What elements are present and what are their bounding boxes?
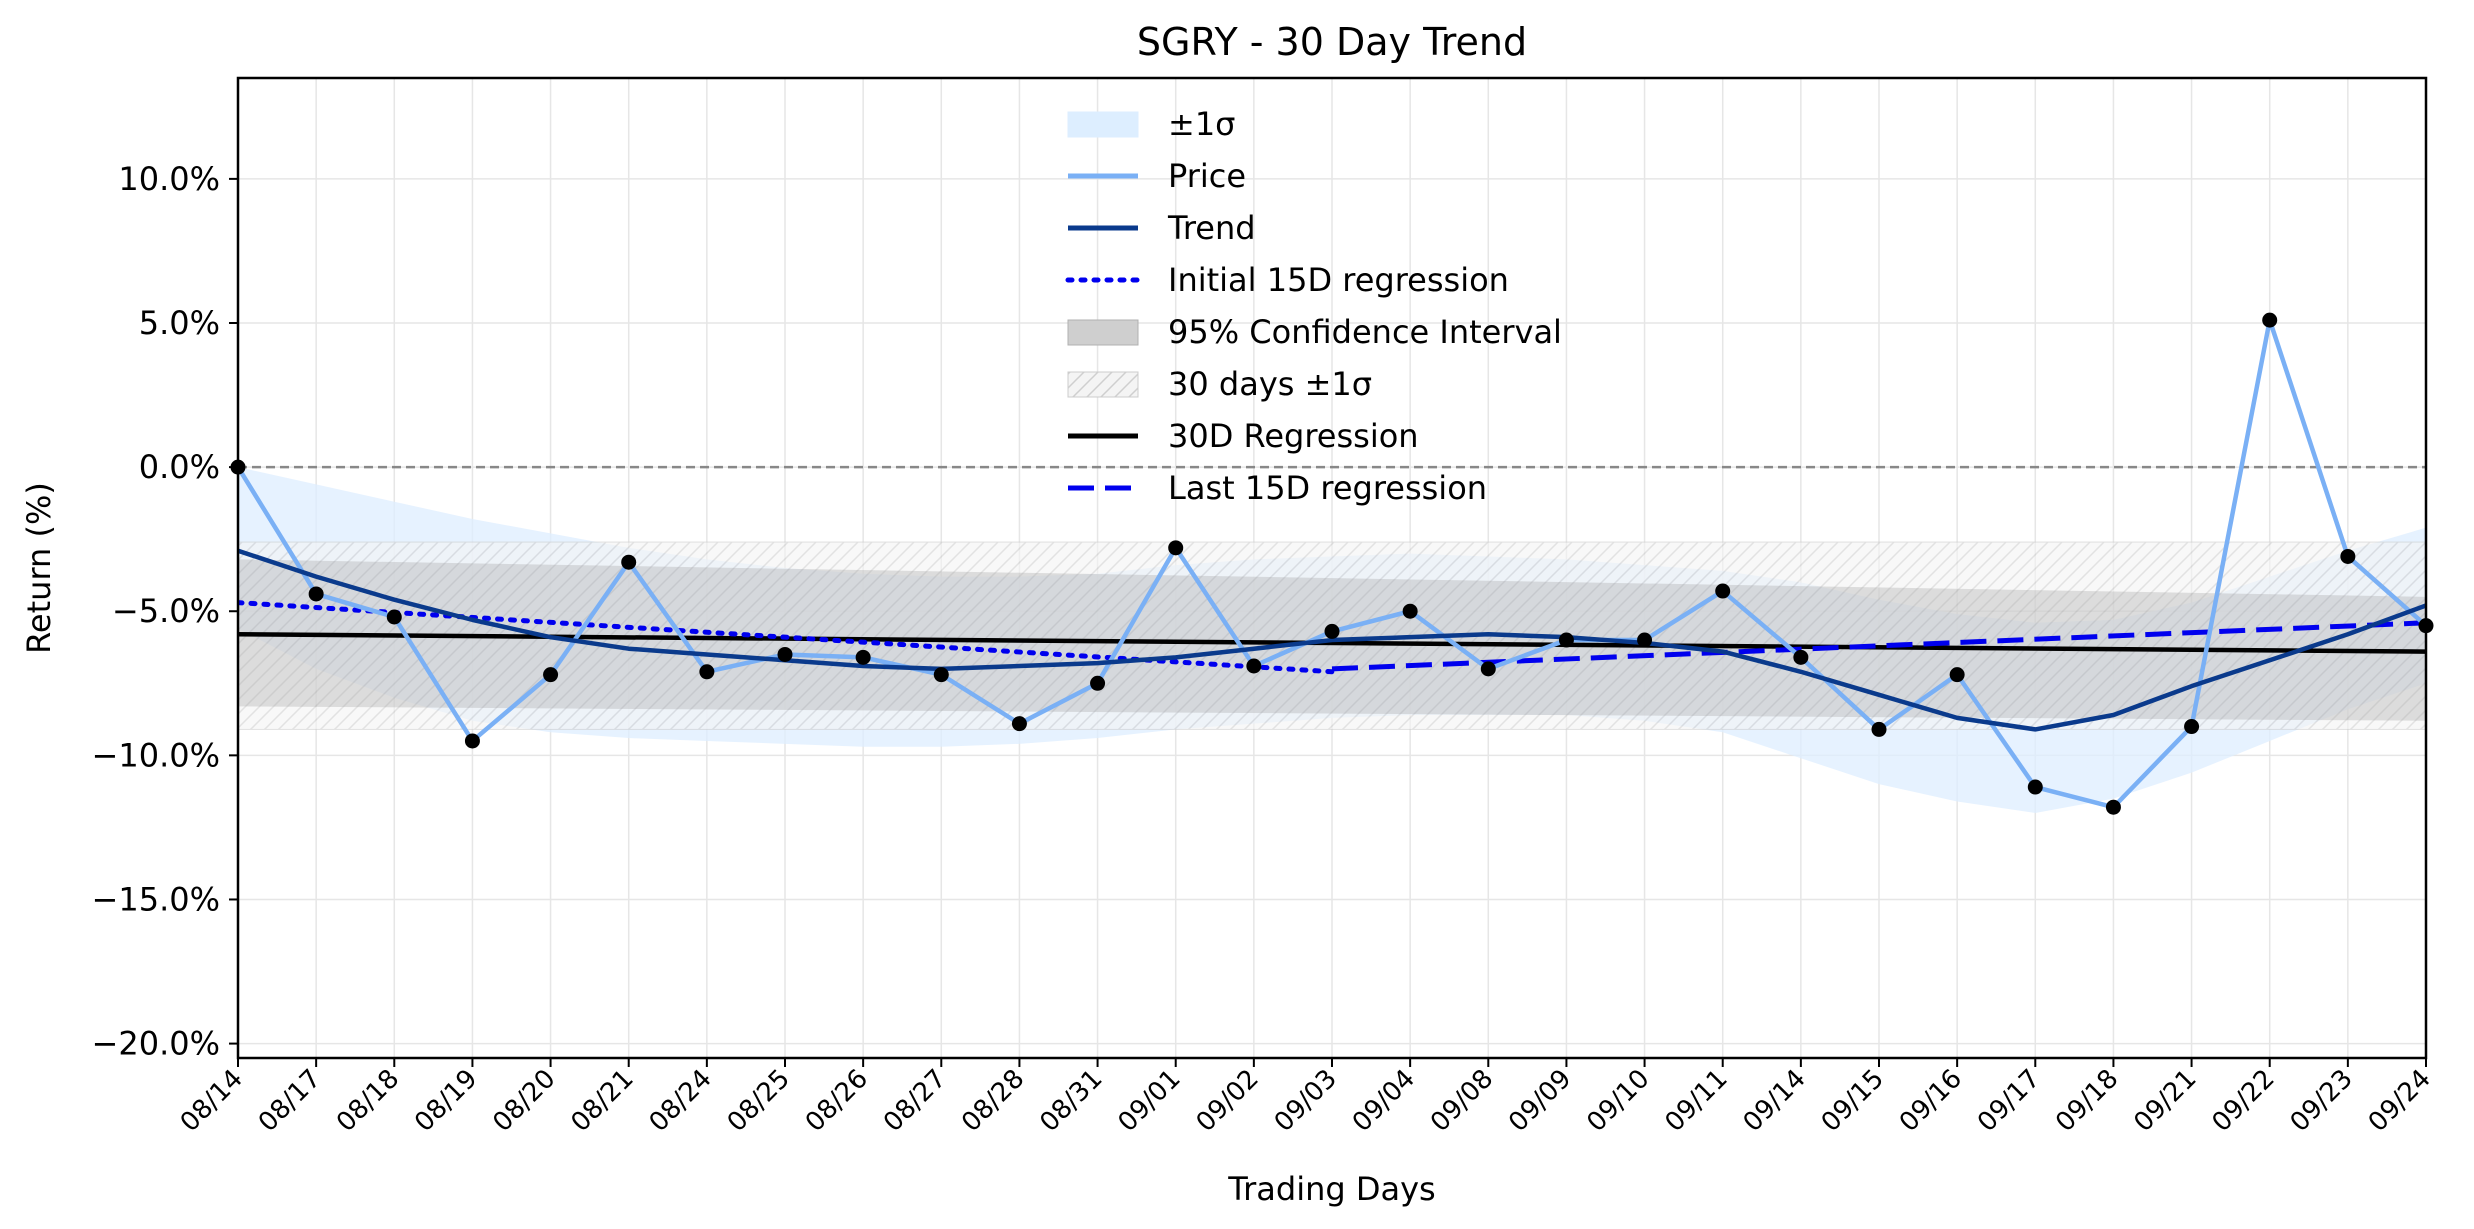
price-point — [1558, 632, 1574, 648]
x-tick-label: 09/22 — [2206, 1064, 2280, 1138]
x-tick-label: 09/08 — [1425, 1064, 1499, 1138]
price-point — [2027, 779, 2043, 795]
x-tick-label: 09/14 — [1738, 1064, 1812, 1138]
last-15d-regression-line — [1331, 620, 2426, 672]
x-tick-label: 08/26 — [800, 1064, 874, 1138]
legend-label: Trend — [1167, 209, 1256, 247]
price-point — [464, 733, 480, 749]
price-point — [386, 609, 402, 625]
x-tick-label: 09/23 — [2285, 1064, 2359, 1138]
x-tick-label: 08/27 — [878, 1064, 952, 1138]
x-tick-label: 09/11 — [1659, 1064, 1733, 1138]
x-axis-title: Trading Days — [1227, 1170, 1435, 1208]
x-tick-label: 08/18 — [331, 1064, 405, 1138]
price-point — [2340, 548, 2356, 564]
y-tick-label: 10.0% — [118, 160, 220, 198]
price-point — [1011, 716, 1027, 732]
price-point — [855, 649, 871, 665]
price-point — [2262, 312, 2278, 328]
price-point — [1637, 632, 1653, 648]
thirty-day-regression-line — [238, 632, 2426, 654]
legend-label: 30D Regression — [1168, 417, 1419, 455]
legend-label: Price — [1168, 157, 1246, 195]
legend-label: Last 15D regression — [1168, 469, 1487, 507]
price-point — [1324, 623, 1340, 639]
x-tick-label: 09/03 — [1269, 1064, 1343, 1138]
x-tick-label: 09/24 — [2363, 1064, 2437, 1138]
price-point — [1402, 603, 1418, 619]
price-point — [543, 667, 559, 683]
x-tick-label: 08/19 — [409, 1064, 483, 1138]
x-tick-label: 08/28 — [956, 1064, 1030, 1138]
x-tick-label: 08/31 — [1034, 1064, 1108, 1138]
x-tick-label: 08/20 — [487, 1064, 561, 1138]
y-axis-title: Return (%) — [20, 482, 58, 654]
x-tick-label: 08/24 — [644, 1064, 718, 1138]
price-point — [621, 554, 637, 570]
price-point — [308, 586, 324, 602]
x-tick-label: 09/15 — [1816, 1064, 1890, 1138]
x-tick-label: 09/01 — [1112, 1064, 1186, 1138]
legend-label: 95% Confidence Interval — [1168, 313, 1562, 351]
x-tick-label: 09/10 — [1581, 1064, 1655, 1138]
y-tick-label: −10.0% — [92, 736, 220, 774]
price-point — [1168, 540, 1184, 556]
y-tick-label: −15.0% — [92, 880, 220, 918]
legend-swatch — [1067, 319, 1139, 346]
series-lines — [238, 317, 2426, 810]
x-tick-label: 09/18 — [2050, 1064, 2124, 1138]
x-tick-label: 08/21 — [565, 1064, 639, 1138]
legend-swatch — [1067, 111, 1139, 138]
legend-label: 30 days ±1σ — [1168, 365, 1372, 403]
price-point — [1480, 661, 1496, 677]
x-tick-label: 09/16 — [1894, 1064, 1968, 1138]
y-tick-label: −5.0% — [112, 592, 220, 630]
price-point — [933, 667, 949, 683]
price-point — [1246, 658, 1262, 674]
price-point — [1090, 675, 1106, 691]
price-point — [699, 664, 715, 680]
x-tick-label: 09/09 — [1503, 1064, 1577, 1138]
x-tick-label: 09/21 — [2128, 1064, 2202, 1138]
legend: ±1σ Price Trend Initial 15D regression 95% C… — [1065, 105, 1562, 507]
price-point — [2105, 799, 2121, 815]
price-point — [1871, 721, 1887, 737]
x-tick-label: 08/17 — [253, 1064, 327, 1138]
legend-label: ±1σ — [1168, 105, 1235, 143]
x-tick-label: 09/04 — [1347, 1064, 1421, 1138]
y-tick-label: 5.0% — [139, 304, 220, 342]
price-point — [1949, 667, 1965, 683]
y-tick-label: 0.0% — [139, 448, 220, 486]
trend-line — [238, 548, 2426, 732]
x-tick-label: 08/25 — [722, 1064, 796, 1138]
price-point — [777, 646, 793, 662]
legend-swatch — [1067, 371, 1139, 398]
y-tick-label: −20.0% — [92, 1025, 220, 1063]
price-point — [1793, 649, 1809, 665]
price-points — [230, 312, 2434, 815]
x-tick-label: 09/17 — [1972, 1064, 2046, 1138]
chart-title: SGRY - 30 Day Trend — [1137, 20, 1527, 64]
price-point — [1715, 583, 1731, 599]
x-tick-label: 08/14 — [175, 1064, 249, 1138]
legend-label: Initial 15D regression — [1168, 261, 1509, 299]
price-point — [2184, 719, 2200, 735]
x-tick-label: 09/02 — [1191, 1064, 1265, 1138]
